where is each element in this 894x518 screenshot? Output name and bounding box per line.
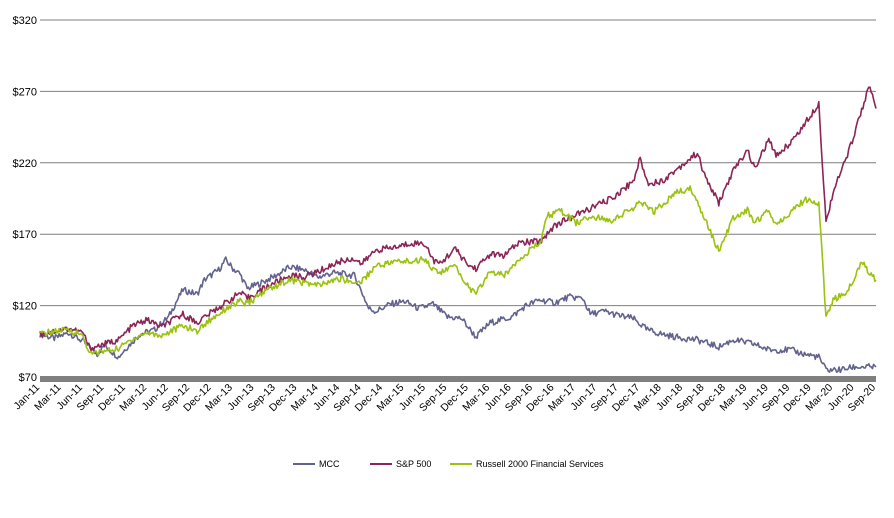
- legend-label: Russell 2000 Financial Services: [476, 459, 604, 469]
- y-tick-label: $270: [13, 86, 37, 98]
- y-tick-label: $120: [13, 301, 37, 313]
- series-lines: [39, 86, 877, 374]
- y-axis-ticks: $70 $120 $170 $220 $270 $320: [13, 15, 37, 384]
- y-tick-label: $170: [13, 229, 37, 241]
- x-axis-band: [40, 376, 876, 382]
- legend-label: S&P 500: [396, 459, 431, 469]
- series-line-mcc: [39, 256, 877, 374]
- x-axis-ticks: Jan-11Mar-11Jun-11Sep-11Dec-11Mar-12Jun-…: [11, 382, 878, 415]
- series-line-russell: [39, 185, 877, 357]
- gridlines: [40, 19, 876, 307]
- y-tick-label: $320: [13, 15, 37, 27]
- legend: MCC S&P 500 Russell 2000 Financial Service…: [293, 459, 604, 469]
- y-tick-label: $220: [13, 158, 37, 170]
- legend-label: MCC: [319, 459, 340, 469]
- series-line-sp500: [39, 86, 877, 352]
- y-tick-label: $70: [19, 372, 37, 384]
